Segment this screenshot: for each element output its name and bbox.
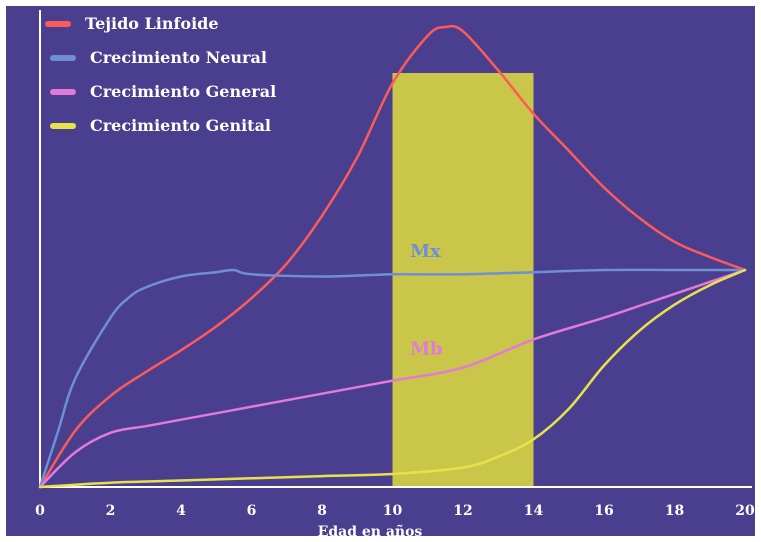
- legend-label-tejido-linfoide: Tejido Linfoide: [85, 14, 219, 33]
- legend-swatch-crecimiento-neural: [50, 55, 76, 61]
- series-line-crecimiento-genital: [38, 268, 747, 489]
- x-axis-label: Edad en años: [318, 523, 423, 540]
- x-tick-label-10: 10: [383, 503, 403, 519]
- x-tick-label-12: 12: [453, 503, 472, 519]
- x-tick-label-8: 8: [317, 503, 327, 519]
- annotation-mx: Mx: [410, 241, 441, 262]
- highlight-band: [392, 73, 534, 487]
- legend-swatch-crecimiento-general: [50, 89, 76, 95]
- x-tick-label-20: 20: [735, 503, 755, 519]
- x-tick-label-4: 4: [176, 503, 186, 519]
- legend-swatch-tejido-linfoide: [45, 21, 71, 27]
- annotation-mb: Mb: [410, 339, 443, 360]
- series-line-crecimiento-general: [38, 268, 747, 489]
- legend-swatch-crecimiento-genital: [50, 123, 76, 129]
- x-tick-label-14: 14: [524, 503, 544, 519]
- legend-label-crecimiento-genital: Crecimiento Genital: [90, 116, 271, 135]
- x-tick-label-18: 18: [665, 503, 684, 519]
- x-tick-label-6: 6: [247, 503, 257, 519]
- legend-label-crecimiento-general: Crecimiento General: [90, 82, 276, 101]
- legend-label-crecimiento-neural: Crecimiento Neural: [90, 48, 267, 67]
- x-tick-label-2: 2: [106, 503, 116, 519]
- series-line-tejido-linfoide: [38, 24, 747, 489]
- x-tick-label-16: 16: [594, 503, 613, 519]
- x-tick-label-0: 0: [35, 503, 45, 519]
- series-line-crecimiento-neural: [38, 268, 747, 489]
